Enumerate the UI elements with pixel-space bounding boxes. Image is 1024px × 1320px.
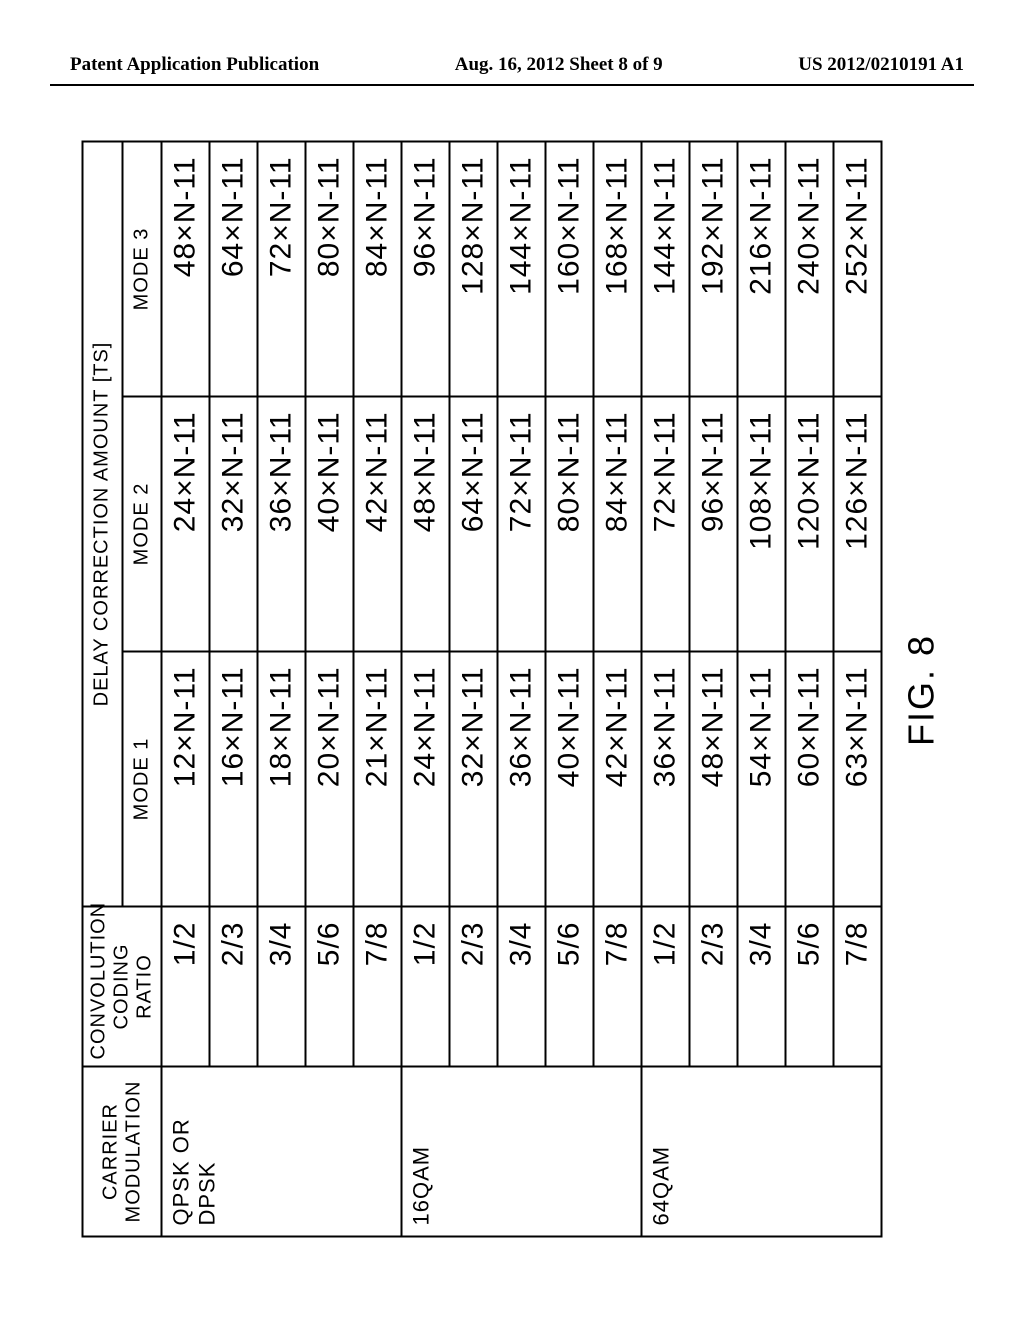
mode2-cell: 32×N-11 [210, 397, 258, 652]
figure-8: CARRIER MODULATION CONVOLUTION CODING RA… [82, 143, 943, 1238]
mode1-cell: 60×N-11 [786, 652, 834, 907]
ratio-cell: 3/4 [738, 907, 786, 1067]
mode1-cell: 16×N-11 [210, 652, 258, 907]
ratio-cell: 5/6 [306, 907, 354, 1067]
mode3-cell: 160×N-11 [546, 141, 594, 396]
col-header-ratio-l2: CODING RATIO [111, 944, 156, 1030]
ratio-cell: 1/2 [162, 907, 210, 1067]
header-left: Patent Application Publication [70, 54, 319, 76]
mode3-cell: 144×N-11 [642, 141, 690, 396]
ratio-cell: 5/6 [786, 907, 834, 1067]
header-rule [50, 84, 974, 86]
mode2-cell: 72×N-11 [498, 397, 546, 652]
delay-correction-table: CARRIER MODULATION CONVOLUTION CODING RA… [82, 140, 883, 1237]
mode1-cell: 24×N-11 [402, 652, 450, 907]
table-row: 16QAM 1/2 24×N-11 48×N-11 96×N-11 [402, 141, 450, 1236]
col-header-mode1: MODE 1 [122, 652, 162, 907]
mode2-cell: 84×N-11 [594, 397, 642, 652]
mode1-cell: 21×N-11 [354, 652, 402, 907]
mode2-cell: 108×N-11 [738, 397, 786, 652]
mode1-cell: 63×N-11 [834, 652, 882, 907]
table-body: QPSK OR DPSK 1/2 12×N-11 24×N-11 48×N-11… [162, 141, 882, 1236]
mode3-cell: 96×N-11 [402, 141, 450, 396]
mode2-cell: 64×N-11 [450, 397, 498, 652]
mode1-cell: 42×N-11 [594, 652, 642, 907]
ratio-cell: 7/8 [594, 907, 642, 1067]
col-header-ratio-l1: CONVOLUTION [88, 902, 110, 1060]
col-header-modulation-l1: CARRIER [99, 1103, 121, 1200]
mode2-cell: 120×N-11 [786, 397, 834, 652]
header-right: US 2012/0210191 A1 [798, 54, 964, 76]
col-header-mode2: MODE 2 [122, 397, 162, 652]
mode3-cell: 84×N-11 [354, 141, 402, 396]
modulation-cell: QPSK OR DPSK [162, 1067, 402, 1237]
table-header-row-1: CARRIER MODULATION CONVOLUTION CODING RA… [83, 141, 123, 1236]
col-header-modulation: CARRIER MODULATION [83, 1067, 162, 1237]
mode1-cell: 48×N-11 [690, 652, 738, 907]
modulation-cell: 16QAM [402, 1067, 642, 1237]
ratio-cell: 2/3 [450, 907, 498, 1067]
modulation-cell: 64QAM [642, 1067, 882, 1237]
mode2-cell: 80×N-11 [546, 397, 594, 652]
ratio-cell: 2/3 [210, 907, 258, 1067]
col-header-modulation-l2: MODULATION [122, 1081, 144, 1223]
mode1-cell: 20×N-11 [306, 652, 354, 907]
mode1-cell: 36×N-11 [498, 652, 546, 907]
mode1-cell: 54×N-11 [738, 652, 786, 907]
mode2-cell: 42×N-11 [354, 397, 402, 652]
mode2-cell: 126×N-11 [834, 397, 882, 652]
ratio-cell: 2/3 [690, 907, 738, 1067]
ratio-cell: 1/2 [402, 907, 450, 1067]
header-center: Aug. 16, 2012 Sheet 8 of 9 [455, 54, 663, 76]
ratio-cell: 7/8 [834, 907, 882, 1067]
mode2-cell: 72×N-11 [642, 397, 690, 652]
mode3-cell: 128×N-11 [450, 141, 498, 396]
col-header-ratio: CONVOLUTION CODING RATIO [83, 907, 162, 1067]
mode2-cell: 96×N-11 [690, 397, 738, 652]
ratio-cell: 5/6 [546, 907, 594, 1067]
mode1-cell: 32×N-11 [450, 652, 498, 907]
table-row: QPSK OR DPSK 1/2 12×N-11 24×N-11 48×N-11 [162, 141, 210, 1236]
mode3-cell: 48×N-11 [162, 141, 210, 396]
mode1-cell: 36×N-11 [642, 652, 690, 907]
mode1-cell: 40×N-11 [546, 652, 594, 907]
mode3-cell: 252×N-11 [834, 141, 882, 396]
figure-caption: FIG. 8 [901, 143, 943, 1238]
ratio-cell: 3/4 [258, 907, 306, 1067]
page-header: Patent Application Publication Aug. 16, … [0, 54, 1024, 76]
ratio-cell: 7/8 [354, 907, 402, 1067]
mode3-cell: 144×N-11 [498, 141, 546, 396]
mode3-cell: 192×N-11 [690, 141, 738, 396]
mode2-cell: 48×N-11 [402, 397, 450, 652]
col-header-mode3: MODE 3 [122, 141, 162, 396]
mode3-cell: 168×N-11 [594, 141, 642, 396]
mode1-cell: 18×N-11 [258, 652, 306, 907]
col-header-spanner: DELAY CORRECTION AMOUNT [TS] [83, 141, 123, 906]
mode3-cell: 72×N-11 [258, 141, 306, 396]
mode1-cell: 12×N-11 [162, 652, 210, 907]
ratio-cell: 1/2 [642, 907, 690, 1067]
mode2-cell: 36×N-11 [258, 397, 306, 652]
ratio-cell: 3/4 [498, 907, 546, 1067]
mode3-cell: 240×N-11 [786, 141, 834, 396]
figure-8-inner: CARRIER MODULATION CONVOLUTION CODING RA… [82, 143, 943, 1238]
mode3-cell: 80×N-11 [306, 141, 354, 396]
page: Patent Application Publication Aug. 16, … [0, 0, 1024, 1320]
table-row: 64QAM 1/2 36×N-11 72×N-11 144×N-11 [642, 141, 690, 1236]
mode2-cell: 40×N-11 [306, 397, 354, 652]
mode3-cell: 216×N-11 [738, 141, 786, 396]
mode2-cell: 24×N-11 [162, 397, 210, 652]
mode3-cell: 64×N-11 [210, 141, 258, 396]
